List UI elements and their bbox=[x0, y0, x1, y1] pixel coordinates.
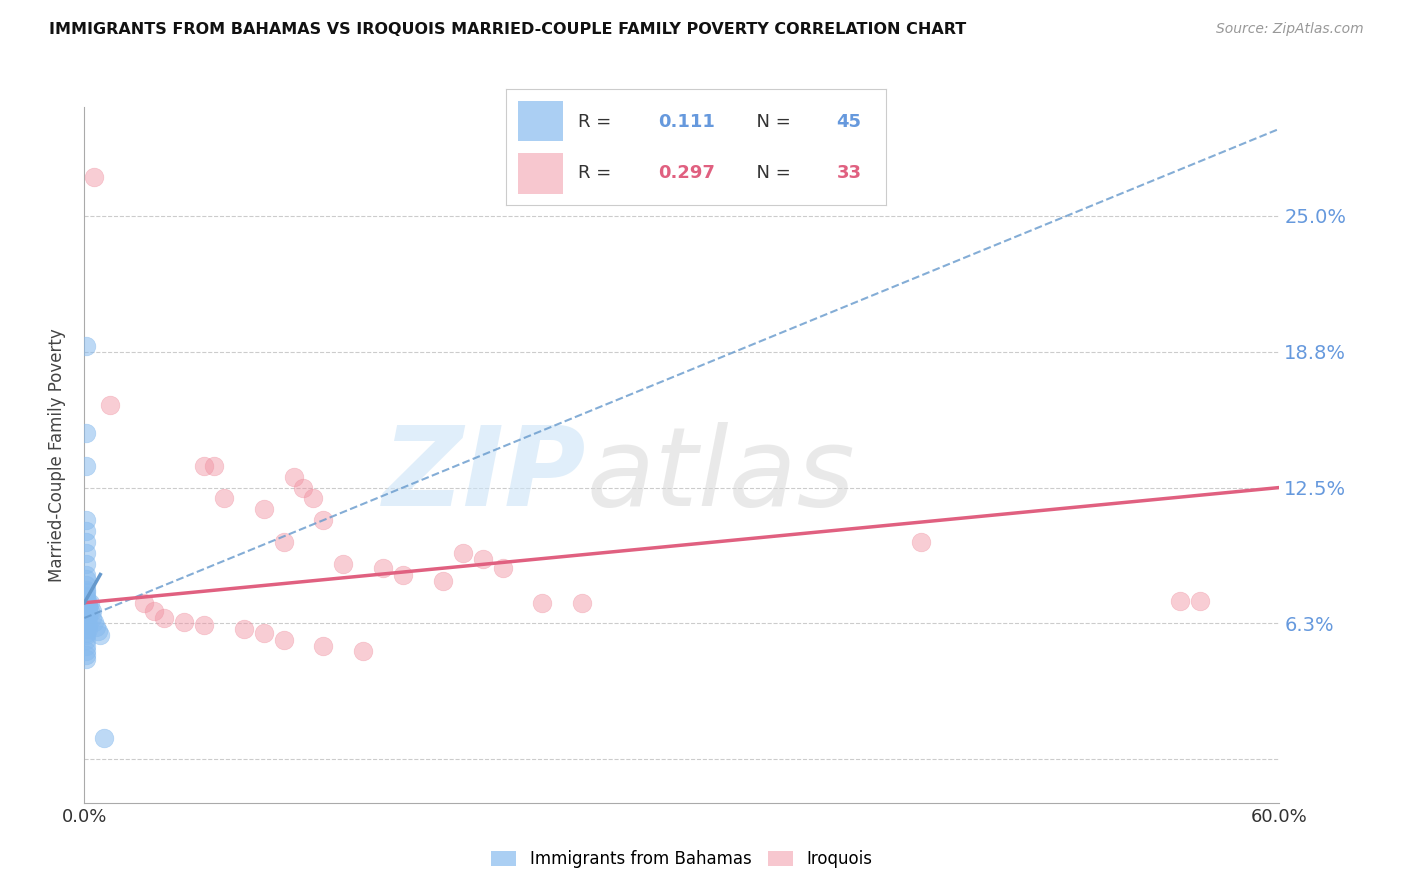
Point bbox=[75, 643, 97, 657]
Text: R =: R = bbox=[578, 112, 623, 130]
Point bbox=[77, 611, 100, 625]
Point bbox=[451, 546, 474, 560]
Point bbox=[471, 552, 494, 566]
Point bbox=[75, 585, 97, 599]
Point bbox=[75, 458, 97, 473]
Point bbox=[143, 605, 166, 619]
Point bbox=[83, 615, 105, 630]
Point bbox=[283, 469, 305, 483]
Point bbox=[75, 596, 97, 610]
Point bbox=[1168, 593, 1191, 607]
Point bbox=[75, 652, 97, 666]
Text: 33: 33 bbox=[837, 164, 862, 182]
Point bbox=[75, 626, 97, 640]
Point bbox=[202, 458, 225, 473]
Y-axis label: Married-Couple Family Poverty: Married-Couple Family Poverty bbox=[48, 328, 66, 582]
Point bbox=[193, 617, 215, 632]
Point bbox=[75, 611, 97, 625]
Text: ZIP: ZIP bbox=[382, 422, 586, 529]
Text: IMMIGRANTS FROM BAHAMAS VS IROQUOIS MARRIED-COUPLE FAMILY POVERTY CORRELATION CH: IMMIGRANTS FROM BAHAMAS VS IROQUOIS MARR… bbox=[49, 22, 966, 37]
Point bbox=[1188, 593, 1211, 607]
Point bbox=[75, 632, 97, 647]
Point bbox=[75, 617, 97, 632]
Point bbox=[232, 622, 254, 636]
Point bbox=[75, 546, 97, 560]
Point bbox=[86, 620, 108, 634]
Text: 45: 45 bbox=[837, 112, 862, 130]
Point bbox=[312, 639, 335, 653]
Text: R =: R = bbox=[578, 164, 623, 182]
Point bbox=[75, 557, 97, 571]
Point bbox=[77, 617, 100, 632]
Point bbox=[79, 605, 101, 619]
Point bbox=[75, 426, 97, 441]
Point bbox=[75, 513, 97, 527]
Point bbox=[75, 589, 97, 603]
Point bbox=[98, 398, 121, 412]
Point bbox=[75, 600, 97, 615]
Point bbox=[77, 605, 100, 619]
Point bbox=[89, 628, 111, 642]
Point bbox=[273, 632, 295, 647]
Point bbox=[302, 491, 325, 506]
Point bbox=[75, 582, 97, 597]
Point bbox=[75, 578, 97, 592]
Point bbox=[75, 605, 97, 619]
Point bbox=[75, 615, 97, 630]
Point bbox=[910, 534, 932, 549]
FancyBboxPatch shape bbox=[517, 101, 562, 141]
Point bbox=[392, 567, 415, 582]
Point bbox=[292, 481, 315, 495]
Point bbox=[212, 491, 235, 506]
Point bbox=[373, 561, 395, 575]
Point bbox=[193, 458, 215, 473]
Text: atlas: atlas bbox=[586, 422, 855, 529]
Point bbox=[93, 731, 115, 745]
Point bbox=[75, 648, 97, 662]
Point bbox=[253, 626, 276, 640]
Point bbox=[173, 615, 195, 630]
Point bbox=[75, 622, 97, 636]
Point bbox=[82, 605, 104, 619]
Point bbox=[571, 596, 593, 610]
Point bbox=[531, 596, 554, 610]
Point bbox=[132, 596, 156, 610]
Point bbox=[75, 339, 97, 353]
Point bbox=[79, 596, 101, 610]
Text: 0.111: 0.111 bbox=[658, 112, 714, 130]
Text: 0.297: 0.297 bbox=[658, 164, 714, 182]
Text: Source: ZipAtlas.com: Source: ZipAtlas.com bbox=[1216, 22, 1364, 37]
Point bbox=[77, 596, 100, 610]
Point bbox=[75, 628, 97, 642]
Point bbox=[82, 611, 104, 625]
Point bbox=[75, 607, 97, 621]
Point bbox=[312, 513, 335, 527]
Point bbox=[77, 600, 100, 615]
Point bbox=[75, 591, 97, 606]
Point bbox=[432, 574, 454, 588]
Point bbox=[75, 567, 97, 582]
Point bbox=[83, 169, 105, 184]
Point bbox=[75, 572, 97, 586]
Point bbox=[492, 561, 515, 575]
Point bbox=[352, 643, 374, 657]
Point bbox=[273, 534, 295, 549]
Legend: Immigrants from Bahamas, Iroquois: Immigrants from Bahamas, Iroquois bbox=[485, 843, 879, 874]
Point bbox=[75, 639, 97, 653]
Point bbox=[153, 611, 176, 625]
FancyBboxPatch shape bbox=[517, 153, 562, 194]
Point bbox=[77, 622, 100, 636]
Text: N =: N = bbox=[745, 112, 797, 130]
Point bbox=[332, 557, 354, 571]
Point bbox=[87, 624, 110, 638]
Point bbox=[75, 524, 97, 538]
Text: N =: N = bbox=[745, 164, 797, 182]
Point bbox=[75, 534, 97, 549]
Point bbox=[253, 502, 276, 516]
